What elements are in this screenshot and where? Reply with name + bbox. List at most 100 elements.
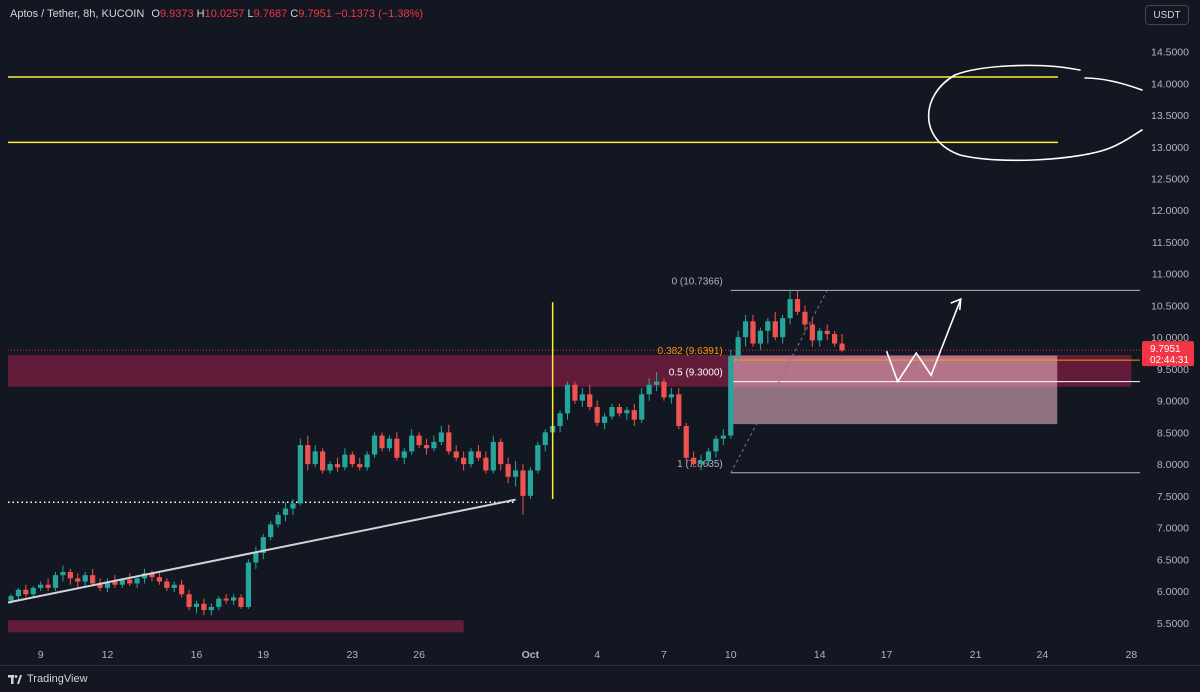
candle-body-55 bbox=[416, 435, 422, 446]
candle-body-62 bbox=[468, 451, 474, 465]
candle-2 bbox=[23, 584, 29, 598]
candle-body-42 bbox=[320, 451, 326, 471]
y-tick-10: 10.5000 bbox=[1151, 300, 1189, 312]
candle-body-111 bbox=[832, 334, 838, 344]
candle-body-3 bbox=[30, 587, 36, 595]
candle-61 bbox=[461, 451, 467, 471]
candle-41 bbox=[312, 445, 318, 468]
x-tick-5: 26 bbox=[413, 649, 425, 661]
candle-27 bbox=[208, 603, 214, 616]
candle-28 bbox=[216, 596, 222, 611]
candle-112 bbox=[839, 334, 845, 353]
candle-37 bbox=[282, 502, 289, 522]
x-tick-13: 24 bbox=[1037, 649, 1049, 661]
high-label: H bbox=[196, 8, 205, 20]
candle-109 bbox=[817, 327, 823, 347]
trendline bbox=[7, 498, 516, 604]
candle-body-48 bbox=[364, 454, 370, 468]
candle-body-80 bbox=[602, 416, 608, 423]
candle-10 bbox=[82, 572, 88, 588]
fib-diagonal bbox=[730, 289, 828, 474]
candle-45 bbox=[342, 448, 348, 471]
candle-75 bbox=[564, 381, 571, 420]
candle-body-110 bbox=[824, 330, 830, 334]
candle-54 bbox=[409, 429, 415, 455]
candle-90 bbox=[676, 387, 682, 430]
candle-77 bbox=[579, 387, 585, 407]
candle-body-39 bbox=[297, 445, 303, 504]
candle-body-70 bbox=[527, 470, 533, 496]
x-tick-11: 17 bbox=[881, 649, 893, 661]
candle-3 bbox=[30, 585, 36, 598]
candle-body-31 bbox=[238, 597, 244, 607]
candle-body-79 bbox=[594, 406, 600, 423]
close-value: 9.7951 bbox=[298, 8, 332, 20]
candle-body-52 bbox=[394, 438, 400, 458]
candle-body-91 bbox=[683, 426, 689, 458]
candle-110 bbox=[824, 324, 830, 341]
candle-body-98 bbox=[735, 337, 741, 357]
y-tick-18: 14.5000 bbox=[1151, 47, 1189, 59]
candle-59 bbox=[446, 424, 452, 455]
y-tick-6: 8.5000 bbox=[1157, 427, 1189, 439]
candle-body-72 bbox=[542, 432, 548, 446]
brand-name: TradingView bbox=[27, 673, 88, 685]
candle-103 bbox=[772, 311, 778, 341]
candle-body-16 bbox=[127, 579, 133, 584]
candle-body-47 bbox=[357, 464, 363, 468]
candle-body-54 bbox=[409, 435, 415, 452]
candle-body-57 bbox=[431, 441, 437, 449]
candle-body-88 bbox=[661, 381, 667, 398]
candle-body-99 bbox=[742, 321, 749, 338]
candle-body-7 bbox=[60, 572, 66, 576]
candle-70 bbox=[527, 467, 533, 500]
last-price-value: 9.7951 bbox=[1150, 344, 1181, 355]
fib-label-1: 0.382 (9.6391) bbox=[658, 346, 723, 357]
candle-body-81 bbox=[609, 406, 615, 417]
candle-81 bbox=[609, 403, 615, 420]
candle-69 bbox=[520, 464, 526, 515]
zone-1 bbox=[8, 620, 464, 633]
candle-29 bbox=[223, 594, 229, 604]
levels-layer: 0 (10.7366) 0.382 (9.6391) 0.5 (9.3000) 1 (… bbox=[8, 76, 1140, 503]
candle-72 bbox=[542, 429, 548, 452]
candle-62 bbox=[468, 448, 474, 468]
candle-body-37 bbox=[282, 508, 289, 515]
last-price-countdown: 02:44:31 bbox=[1150, 355, 1189, 366]
currency-button[interactable]: USDT bbox=[1145, 5, 1189, 25]
close-label: C bbox=[290, 8, 299, 20]
candle-17 bbox=[134, 577, 140, 588]
open-value: 9.9373 bbox=[159, 8, 194, 20]
candle-21 bbox=[164, 578, 170, 592]
candle-body-11 bbox=[90, 575, 96, 584]
candle-body-33 bbox=[253, 552, 259, 563]
candle-body-77 bbox=[579, 394, 585, 401]
x-tick-9: 10 bbox=[725, 649, 737, 661]
candle-36 bbox=[275, 511, 281, 528]
candle-body-106 bbox=[794, 299, 801, 312]
candle-body-61 bbox=[461, 457, 467, 465]
candle-16 bbox=[127, 573, 133, 586]
candle-body-69 bbox=[520, 470, 526, 496]
candle-40 bbox=[305, 435, 311, 471]
candle-body-26 bbox=[201, 603, 207, 611]
candle-33 bbox=[253, 546, 259, 569]
candle-22 bbox=[171, 581, 177, 593]
candle-body-34 bbox=[260, 537, 266, 553]
candle-80 bbox=[602, 413, 608, 430]
candle-body-29 bbox=[223, 598, 229, 601]
candle-body-85 bbox=[639, 394, 645, 420]
last-price-tag bbox=[1142, 341, 1194, 367]
candle-body-4 bbox=[38, 584, 44, 588]
zone-2 bbox=[730, 355, 1058, 425]
candle-48 bbox=[364, 451, 370, 471]
candle-53 bbox=[401, 448, 407, 465]
candle-body-66 bbox=[498, 441, 504, 465]
candle-84 bbox=[631, 403, 637, 427]
candle-body-90 bbox=[676, 394, 682, 427]
symbol-title: Aptos / Tether, 8h, KUCOIN bbox=[10, 8, 145, 20]
candle-body-63 bbox=[475, 451, 482, 458]
low-value: 9.7687 bbox=[253, 8, 288, 20]
candle-51 bbox=[386, 435, 393, 452]
